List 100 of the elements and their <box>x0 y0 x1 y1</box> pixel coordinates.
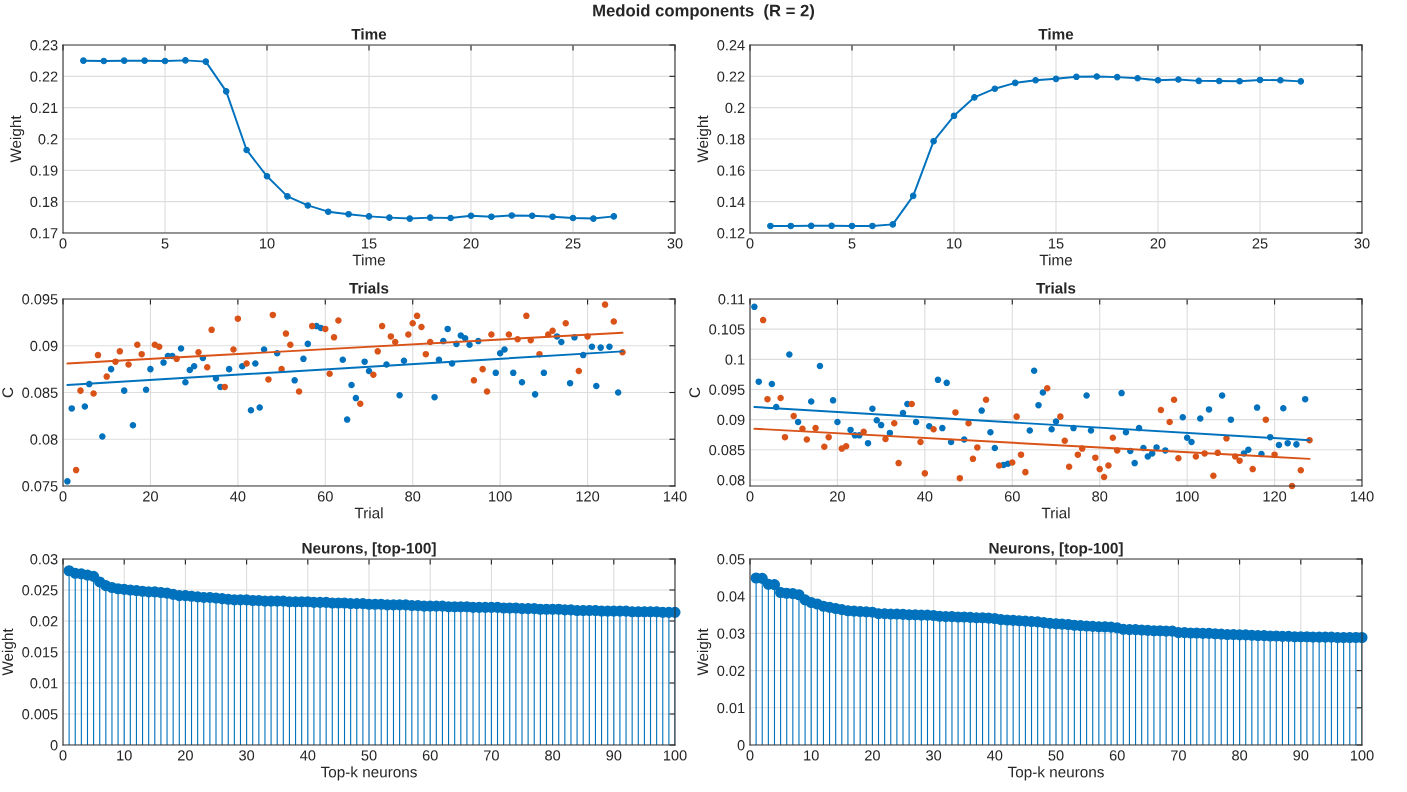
y-axis-title: C <box>2 387 14 398</box>
chart-title: Neurons, [top-100] <box>302 542 436 557</box>
x-tick-label: 10 <box>260 238 275 249</box>
x-tick-label: 60 <box>1004 491 1020 502</box>
x-axis-title: Time <box>352 254 386 266</box>
x-tick-label: 25 <box>1252 238 1268 249</box>
x-tick-label: 25 <box>565 238 581 249</box>
x-tick-label: 20 <box>1150 238 1166 249</box>
x-tick-label: 140 <box>1350 491 1374 502</box>
x-tick-label: 80 <box>545 750 561 761</box>
x-tick-label: 0 <box>59 491 67 502</box>
y-tick-label: 0.18 <box>717 134 745 145</box>
y-tick-label: 0.09 <box>717 414 745 426</box>
x-tick-label: 80 <box>1232 750 1248 761</box>
x-tick-label: 0 <box>746 238 754 249</box>
x-tick-label: 60 <box>1109 750 1125 761</box>
x-tick-label: 15 <box>362 238 377 249</box>
y-tick-label: 0.12 <box>717 228 745 239</box>
y-tick-label: 0.015 <box>22 647 58 658</box>
x-tick-label: 60 <box>317 491 333 502</box>
x-tick-label: 0 <box>746 750 754 761</box>
text: Medoid components (R = 2) <box>593 4 815 20</box>
x-axis-title: Top-k neurons <box>1007 766 1104 781</box>
x-tick-label: 40 <box>230 491 246 502</box>
chart-title: Time <box>1038 28 1074 40</box>
y-tick-label: 0.08 <box>717 475 745 486</box>
x-tick-label: 40 <box>987 750 1003 761</box>
y-tick-label: 0.22 <box>717 71 745 82</box>
y-tick-label: 0.005 <box>22 709 58 720</box>
y-tick-label: 0.19 <box>30 165 58 176</box>
x-axis-title: Top-k neurons <box>320 766 417 781</box>
y-axis-title: Weight <box>696 115 712 163</box>
y-tick-label: 0.16 <box>717 165 745 176</box>
y-tick-label: 0.2 <box>725 102 745 114</box>
x-tick-label: 120 <box>576 491 600 502</box>
x-tick-label: 30 <box>926 750 942 761</box>
y-tick-label: 0.11 <box>718 294 745 305</box>
x-tick-label: 30 <box>239 750 255 761</box>
y-tick-label: 0.2 <box>38 134 58 145</box>
y-tick-label: 0.02 <box>30 616 58 627</box>
x-tick-label: 100 <box>1350 750 1374 761</box>
y-tick-label: 0.24 <box>717 40 745 51</box>
x-axis-title: Time <box>1039 254 1073 266</box>
x-tick-label: 10 <box>804 750 819 761</box>
x-tick-label: 20 <box>865 750 880 761</box>
y-axis-title: Weight <box>1 628 17 676</box>
chart-title: Trials <box>1036 282 1076 294</box>
x-tick-label: 30 <box>667 238 683 249</box>
y-tick-label: 0.01 <box>30 678 58 689</box>
x-tick-label: 100 <box>663 750 687 761</box>
x-tick-label: 20 <box>830 491 845 502</box>
y-tick-label: 0.09 <box>30 340 58 352</box>
x-tick-label: 90 <box>1293 750 1309 761</box>
y-tick-label: 0 <box>737 740 745 751</box>
y-tick-label: 0.085 <box>709 444 745 456</box>
x-axis-title: Trial <box>1041 507 1070 519</box>
x-tick-label: 5 <box>161 238 169 249</box>
y-tick-label: 0 <box>50 740 58 751</box>
y-tick-label: 0.085 <box>22 387 58 398</box>
x-tick-label: 15 <box>1049 238 1064 249</box>
x-tick-label: 120 <box>1263 491 1287 502</box>
y-tick-label: 0.08 <box>30 434 58 445</box>
y-tick-label: 0.03 <box>30 554 58 565</box>
y-tick-label: 0.105 <box>709 324 745 335</box>
x-tick-label: 70 <box>484 750 499 761</box>
y-tick-label: 0.23 <box>30 40 58 51</box>
x-tick-label: 10 <box>947 238 962 249</box>
y-tick-label: 0.1 <box>725 354 745 365</box>
x-tick-label: 100 <box>1176 491 1199 502</box>
y-tick-label: 0.04 <box>717 591 745 602</box>
x-tick-label: 80 <box>405 491 421 502</box>
y-axis-title: Weight <box>696 628 712 676</box>
x-tick-label: 5 <box>848 238 856 249</box>
x-tick-label: 140 <box>663 491 687 502</box>
x-tick-label: 80 <box>1092 491 1108 502</box>
x-tick-label: 0 <box>746 491 754 502</box>
y-tick-label: 0.095 <box>709 384 745 395</box>
x-tick-label: 40 <box>300 750 316 761</box>
x-tick-label: 20 <box>178 750 193 761</box>
x-tick-label: 20 <box>463 238 479 249</box>
x-tick-label: 30 <box>1354 238 1370 249</box>
y-tick-label: 0.01 <box>717 702 745 714</box>
y-tick-label: 0.17 <box>30 228 58 239</box>
chart-title: Neurons, [top-100] <box>989 542 1123 557</box>
y-tick-label: 0.18 <box>30 196 58 208</box>
x-tick-label: 70 <box>1171 750 1186 761</box>
y-tick-label: 0.025 <box>22 585 58 596</box>
chart-title: Time <box>351 28 387 40</box>
chart-title: Trials <box>349 282 389 294</box>
x-tick-label: 100 <box>489 491 512 502</box>
x-tick-label: 50 <box>361 750 377 761</box>
y-tick-label: 0.02 <box>717 665 745 677</box>
y-axis-title: C <box>689 387 701 398</box>
x-tick-label: 20 <box>143 491 158 502</box>
y-tick-label: 0.22 <box>30 71 58 82</box>
y-tick-label: 0.03 <box>717 628 745 639</box>
y-axis-title: Weight <box>9 115 25 163</box>
y-tick-label: 0.075 <box>22 481 58 492</box>
y-tick-label: 0.14 <box>717 196 745 208</box>
x-tick-label: 60 <box>422 750 438 761</box>
